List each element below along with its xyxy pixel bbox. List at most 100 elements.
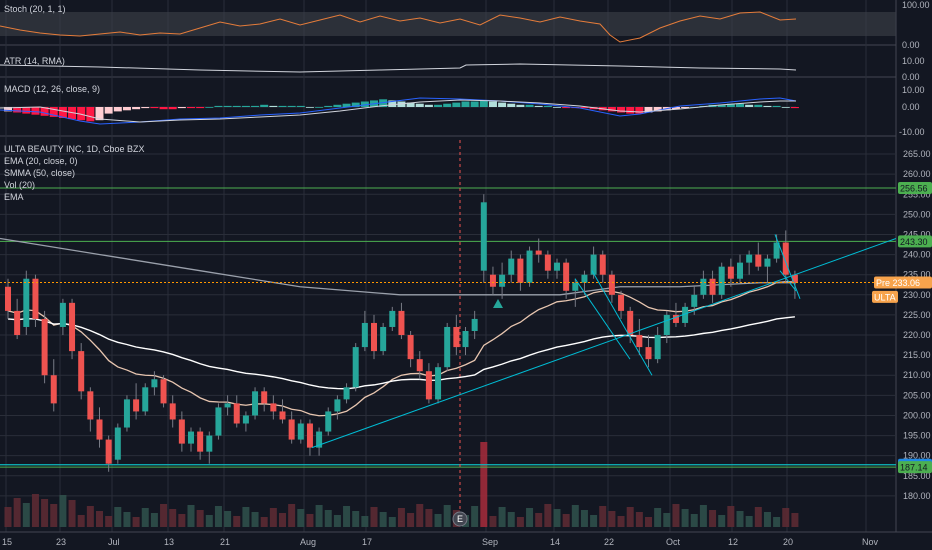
macd-histogram-bar [342,103,351,107]
volume-bar [489,516,497,527]
macd-histogram-bar [333,104,342,107]
volume-bar [370,507,378,527]
macd-histogram-bar [278,105,287,107]
price-badge: 243.30 [898,235,932,248]
volume-bar [407,513,415,527]
price-badge-label: 243.30 [900,237,928,247]
price-tick-label: 220.00 [903,330,931,340]
macd-line [0,97,797,125]
candle [508,250,515,283]
candle [654,326,661,364]
time-tick-label: Sep [482,537,498,547]
time-axis[interactable]: 15 23 Jul 13 21 Aug 17 Sep 14 22 Oct 12 20 Nov [2,537,879,547]
time-tick-label: 21 [220,537,230,547]
volume-bar [754,507,762,527]
volume-bar [736,511,744,527]
macd-histogram-bar [22,107,31,114]
macd-histogram-bar [488,101,497,107]
macd-histogram-bar [132,107,141,110]
price-tick-label: 190.00 [903,451,931,461]
macd-histogram-bar [534,105,543,107]
price-tick-label: 235.00 [903,270,931,280]
price-badge-label: 256.56 [900,183,928,193]
volume-bar [306,514,314,527]
price-tick-label: 215.00 [903,350,931,360]
ema-long-line [0,237,796,296]
price-axis[interactable]: 265.00 260.00 255.00 250.00 245.00 240.00 235.… [903,149,931,501]
macd-histogram-bar [141,107,150,109]
candle [608,270,615,303]
volume-bar [343,506,351,527]
price-tick-label: 250.00 [903,209,931,219]
macd-histogram-bar [223,105,232,107]
macd-histogram-bar [653,107,662,112]
macd-histogram-bar [241,105,250,107]
volume-bar [645,517,652,527]
volume-bar [480,442,488,527]
time-tick-label: 12 [728,537,738,547]
main-legend: ULTA BEAUTY INC, 1D, Cboe BZX EMA (20, c… [4,144,145,202]
channel-line-lower[interactable] [574,278,631,360]
earnings-marker[interactable]: E [452,511,468,527]
candle [544,250,551,279]
candle [78,343,85,400]
volume-bar [333,515,341,527]
volume-bar [681,509,689,527]
volume-bar [13,498,21,527]
atr-tick-0: 0.00 [902,72,920,82]
time-tick-label: Oct [666,537,681,547]
channel-line-upper[interactable] [591,270,653,376]
candle [572,278,579,307]
macd-histogram-bar [4,107,12,112]
macd-histogram-bar [507,103,516,107]
volume-bar [114,507,122,527]
stoch-tick-0: 0.00 [902,40,920,50]
macd-histogram-bar [726,103,735,107]
candle [398,302,405,340]
candle [444,322,451,372]
wedge-line-b[interactable] [779,270,797,292]
macd-histogram-bar [671,107,680,110]
time-tick-label: Aug [300,537,316,547]
trend-lines [311,234,897,449]
volume-bar [498,507,506,527]
candle [709,270,716,303]
candle [151,371,158,396]
candle [718,262,725,299]
candle [343,383,350,404]
horizontal-levels [0,187,896,468]
candle [288,411,295,444]
candle [14,298,21,340]
macd-histogram-bar [13,107,22,113]
macd-histogram-bar [781,107,790,108]
candle [425,363,432,404]
candle [306,419,313,456]
legend-symbol: ULTA BEAUTY INC, 1D, Cboe BZX [4,144,145,154]
macd-histogram-bar [626,107,635,114]
macd-histogram-bar [305,107,314,108]
candle [188,427,194,452]
volume-bar [288,504,296,527]
volume-bar [96,511,103,527]
price-badge: 187.14 [898,461,932,474]
macd-histogram-bar [251,105,260,107]
volume-bar [690,514,698,527]
volume-bar [379,512,387,527]
candle [727,258,734,287]
volume-bar [580,510,588,527]
macd-histogram-bar [296,105,305,107]
trendline-support[interactable] [311,238,897,449]
volume-bar [553,509,561,527]
macd-histogram-bar [260,104,269,107]
volume-bar [791,513,799,527]
macd-histogram-bar [58,107,67,118]
candle [69,298,76,360]
volume-bar [562,514,570,527]
macd-histogram-bar [470,101,479,107]
stoch-line [0,11,797,43]
legend-ema: EMA [4,192,24,202]
volume-bar [224,511,232,527]
wedge-line-a[interactable] [774,234,801,300]
volume-bar [626,507,634,527]
